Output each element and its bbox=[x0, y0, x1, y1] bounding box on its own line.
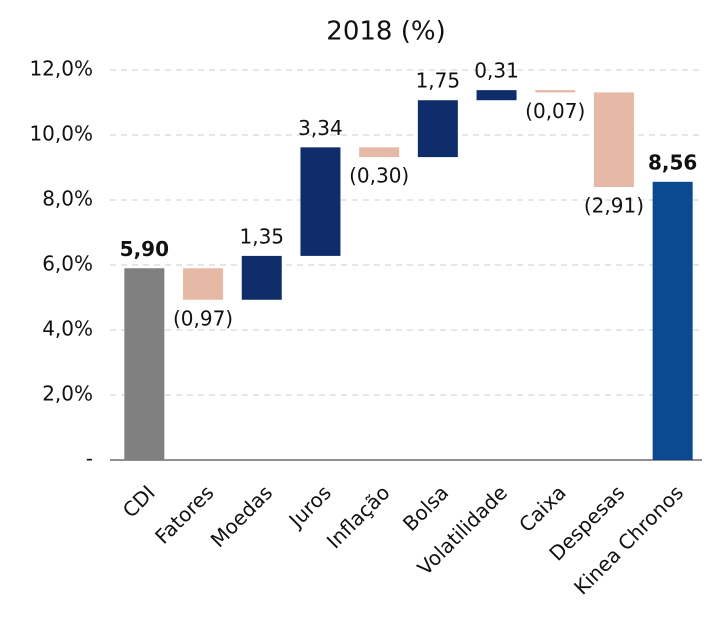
y-tick-label: - bbox=[86, 447, 93, 471]
bar bbox=[241, 255, 282, 300]
value-label: (0,07) bbox=[525, 99, 585, 123]
x-tick-label: Moedas bbox=[206, 480, 278, 552]
value-label: 1,75 bbox=[416, 69, 461, 93]
chart-title: 2018 (%) bbox=[326, 17, 445, 47]
value-label: 8,56 bbox=[648, 150, 697, 174]
bar bbox=[652, 181, 693, 461]
bar bbox=[183, 268, 224, 300]
y-tick-label: 8,0% bbox=[42, 187, 93, 211]
value-label: 5,90 bbox=[120, 237, 169, 261]
bar bbox=[359, 147, 400, 158]
y-tick-label: 4,0% bbox=[42, 317, 93, 341]
bar bbox=[300, 147, 341, 256]
x-tick-label: CDI bbox=[118, 480, 160, 522]
value-label: 1,35 bbox=[239, 224, 284, 248]
value-label: 0,31 bbox=[474, 59, 519, 83]
x-tick-label: Juros bbox=[283, 480, 336, 533]
bar bbox=[124, 268, 165, 460]
value-label: (2,91) bbox=[584, 194, 644, 218]
bar bbox=[417, 100, 458, 158]
value-label: 3,34 bbox=[298, 116, 343, 140]
x-tick-label: Caixa bbox=[514, 480, 570, 536]
bar bbox=[535, 90, 576, 93]
value-label: (0,97) bbox=[173, 306, 233, 330]
value-label: (0,30) bbox=[349, 164, 409, 188]
y-tick-label: 12,0% bbox=[29, 57, 93, 81]
x-tick-label: Inflação bbox=[322, 480, 395, 553]
y-tick-label: 10,0% bbox=[29, 122, 93, 146]
y-tick-label: 2,0% bbox=[42, 382, 93, 406]
bar bbox=[593, 92, 634, 187]
bar bbox=[476, 90, 517, 101]
x-tick-label: Kinea Chronos bbox=[569, 480, 688, 599]
y-tick-label: 6,0% bbox=[42, 252, 93, 276]
x-tick-label: Bolsa bbox=[398, 480, 453, 535]
